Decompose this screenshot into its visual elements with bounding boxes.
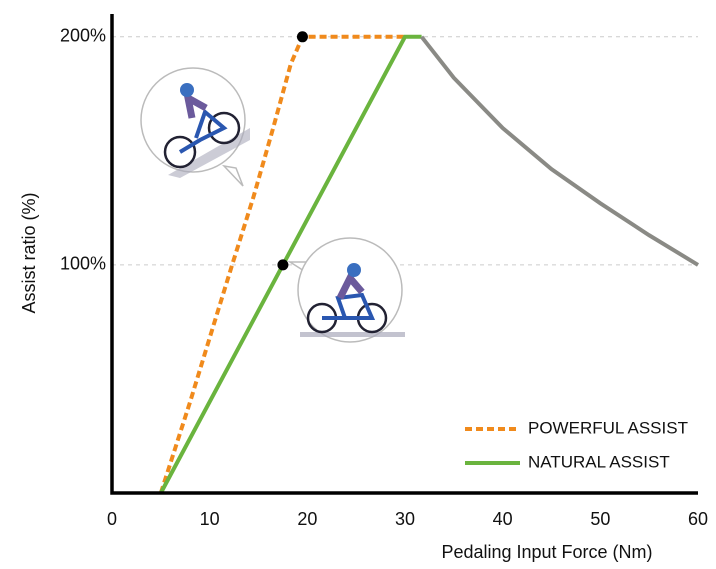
legend-label: NATURAL ASSIST [528,452,670,471]
x-tick-label: 60 [688,509,708,529]
chart: Pedaling Input Force (Nm) Assist ratio (… [0,0,716,569]
y-tick-label: 200% [60,26,106,46]
x-tick-label: 10 [200,509,220,529]
y-tick-label: 100% [60,254,106,274]
x-axis-label: Pedaling Input Force (Nm) [441,542,652,562]
x-tick-label: 0 [107,509,117,529]
x-tick-label: 20 [297,509,317,529]
series-line [422,37,698,265]
marker-dot [277,259,288,270]
illustration-steep [141,68,250,186]
legend-label: POWERFUL ASSIST [528,418,688,437]
illustration-flat [290,238,405,342]
x-tick-label: 50 [590,509,610,529]
x-tick-label: 30 [395,509,415,529]
y-axis-label: Assist ratio (%) [19,192,39,313]
marker-dot [297,31,308,42]
x-tick-label: 40 [493,509,513,529]
page: {"chart_data": {"type": "line", "xlabel"… [0,0,716,569]
